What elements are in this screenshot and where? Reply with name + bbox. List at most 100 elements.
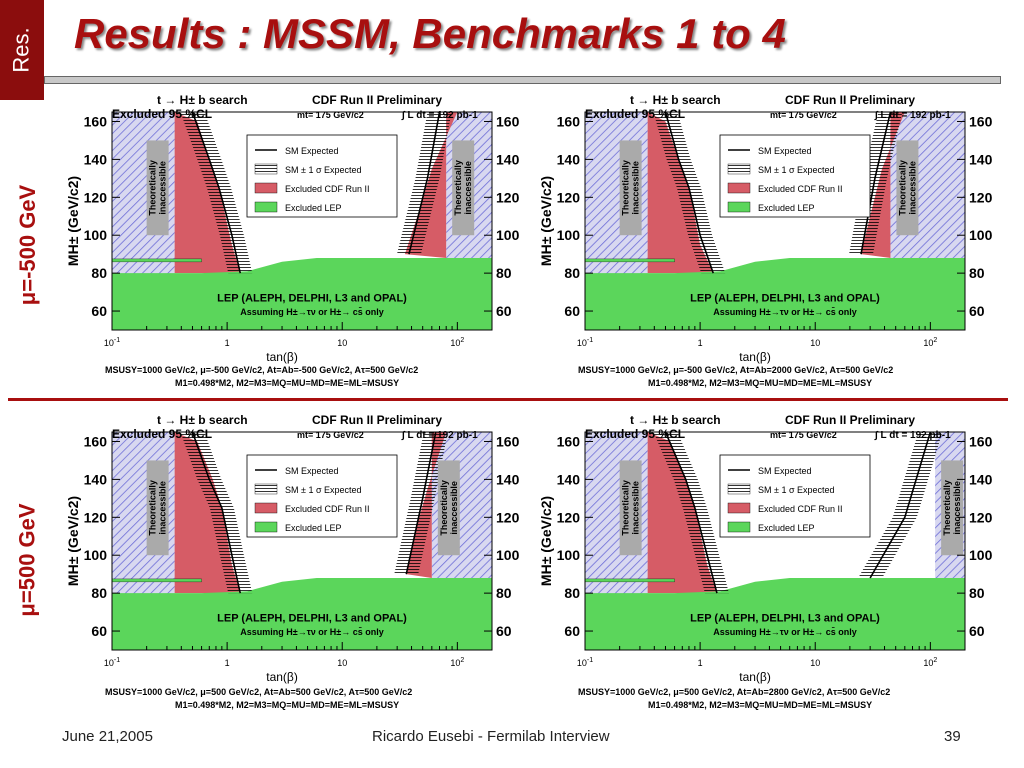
x-tick-label: 10 [337, 658, 347, 668]
y-tick-label-right: 140 [496, 151, 520, 167]
y-tick-label: 100 [557, 227, 581, 243]
theory-label-high: Theoreticallyinaccessible [437, 460, 460, 556]
sigma-band-low [180, 432, 253, 594]
theory-label-text: Theoreticallyinaccessible [453, 160, 473, 216]
y-tick-label-right: 60 [496, 303, 512, 319]
footer-presenter: Ricardo Eusebi - Fermilab Interview [372, 728, 610, 745]
y-tick-label: 140 [557, 151, 581, 167]
legend-label: Excluded LEP [758, 203, 815, 213]
assumption-annotation: Assuming H±→τν or H±→ cs̄ only [240, 627, 383, 637]
lep-band-line [111, 578, 202, 583]
theory-label-text: Theoreticallyinaccessible [439, 480, 459, 536]
y-tick-label: 140 [557, 471, 581, 487]
chart-title: t → H± b search [157, 413, 248, 427]
x-tick-label: 1 [225, 338, 230, 348]
y-tick-label-right: 160 [496, 433, 520, 449]
params-2-line1: MSUSY=1000 GeV/c2, μ=-500 GeV/c2, At=Ab=… [578, 365, 894, 375]
y-tick-label: 160 [84, 113, 108, 129]
y-tick-label-right: 120 [969, 509, 993, 525]
y-tick-label: 140 [84, 151, 108, 167]
y-tick-label-right: 100 [969, 227, 993, 243]
y-tick-label: 120 [557, 509, 581, 525]
y-tick-label: 160 [557, 113, 581, 129]
x-tick-label: 10-1 [104, 337, 120, 348]
plot-frame [111, 111, 493, 331]
theory-label-high: Theoreticallyinaccessible [896, 140, 919, 236]
y-tick-label: 160 [84, 433, 108, 449]
plot-area: Theoreticallyinaccessible Theoreticallyin… [584, 111, 965, 330]
legend-swatch [727, 502, 751, 514]
chart-svg: Theoreticallyinaccessible Theoreticallyin… [65, 93, 520, 364]
legend-swatch [254, 201, 278, 213]
sigma-band-low [653, 432, 729, 594]
lep-excluded-region [585, 577, 965, 650]
top-mass-label: mt= 175 GeV/c2 [770, 110, 837, 120]
title-rule [44, 76, 1001, 84]
legend-label: Excluded LEP [758, 523, 815, 533]
theory-label-low: Theoreticallyinaccessible [146, 140, 169, 236]
assumption-annotation: Assuming H±→τν or H±→ cs̄ only [713, 627, 856, 637]
y-tick-label: 60 [564, 623, 580, 639]
y-axis-label: MH± (GeV/c2) [65, 176, 81, 266]
y-tick-label-right: 140 [969, 471, 993, 487]
legend-label: SM ± 1 σ Expected [285, 165, 362, 175]
plot-frame [584, 111, 966, 331]
lep-annotation: LEP (ALEPH, DELPHI, L3 and OPAL) [690, 293, 880, 305]
chart-title: t → H± b search [630, 93, 721, 107]
lep-band-line [584, 258, 675, 263]
chart-svg: Theoreticallyinaccessible Theoreticallyin… [538, 93, 993, 364]
chart-subtitle: CDF Run II Preliminary [785, 93, 915, 107]
legend-swatch [727, 163, 751, 175]
x-tick-label: 10-1 [577, 657, 593, 668]
sm-expected-curve-low [664, 111, 714, 274]
y-tick-label-right: 60 [496, 623, 512, 639]
y-tick-label: 80 [564, 585, 580, 601]
y-axis-label: MH± (GeV/c2) [538, 496, 554, 586]
sm-expected-curve-high [408, 111, 441, 255]
chart-subtitle: CDF Run II Preliminary [312, 93, 442, 107]
theory-label-text: Theoreticallyinaccessible [897, 160, 917, 216]
row-divider [8, 398, 1008, 401]
chart-subtitle: CDF Run II Preliminary [785, 413, 915, 427]
theory-label-high: Theoreticallyinaccessible [452, 140, 475, 236]
params-2-line2: M1=0.498*M2, M2=M3=MQ=MU=MD=ME=ML=MSUSY [648, 378, 873, 388]
legend-swatch [254, 483, 278, 495]
y-tick-label: 80 [91, 585, 107, 601]
params-3-line2: M1=0.498*M2, M2=M3=MQ=MU=MD=ME=ML=MSUSY [175, 700, 400, 710]
y-tick-label: 60 [91, 623, 107, 639]
y-tick-label-right: 140 [969, 151, 993, 167]
params-3-line1: MSUSY=1000 GeV/c2, μ=500 GeV/c2, At=Ab=5… [105, 687, 413, 697]
x-axis-label: tan(β) [266, 670, 298, 684]
luminosity-label: ∫ L dt = 192 pb-1 [874, 430, 951, 441]
x-axis-label: tan(β) [266, 350, 298, 364]
params-1-line2: M1=0.498*M2, M2=M3=MQ=MU=MD=ME=ML=MSUSY [175, 378, 400, 388]
footer-date: June 21,2005 [62, 728, 153, 745]
x-tick-label: 1 [698, 658, 703, 668]
lep-excluded-region [585, 257, 965, 330]
y-axis-label: MH± (GeV/c2) [538, 176, 554, 266]
lep-annotation: LEP (ALEPH, DELPHI, L3 and OPAL) [217, 293, 407, 305]
sm-expected-curve-low [191, 111, 242, 274]
section-tab: Res. [0, 0, 44, 100]
x-tick-label: 10 [337, 338, 347, 348]
chart-svg: Theoreticallyinaccessible Theoreticallyin… [538, 413, 993, 684]
x-tick-label: 10-1 [577, 337, 593, 348]
y-tick-label-right: 160 [969, 113, 993, 129]
row-label-mu-negative: μ=-500 GeV [15, 184, 41, 306]
y-tick-label: 60 [564, 303, 580, 319]
y-tick-label: 120 [84, 509, 108, 525]
sm-expected-curve-high [869, 431, 932, 579]
legend-label: SM ± 1 σ Expected [758, 165, 835, 175]
chart-panel-3: Theoreticallyinaccessible Theoreticallyin… [62, 410, 532, 710]
sigma-band-low [180, 112, 253, 274]
legend: SM Expected SM ± 1 σ Expected Excluded CDF… [719, 134, 871, 218]
legend-swatch [727, 201, 751, 213]
luminosity-label: ∫ L dt = 192 pb-1 [874, 110, 951, 121]
top-mass-label: mt= 175 GeV/c2 [297, 110, 364, 120]
y-tick-label-right: 100 [969, 547, 993, 563]
y-tick-label: 80 [564, 265, 580, 281]
y-tick-label: 100 [557, 547, 581, 563]
excluded-cl-label: Excluded 95 %CL [112, 107, 212, 121]
excluded-cl-label: Excluded 95 %CL [112, 427, 212, 441]
theory-label-text: Theoreticallyinaccessible [148, 480, 168, 536]
